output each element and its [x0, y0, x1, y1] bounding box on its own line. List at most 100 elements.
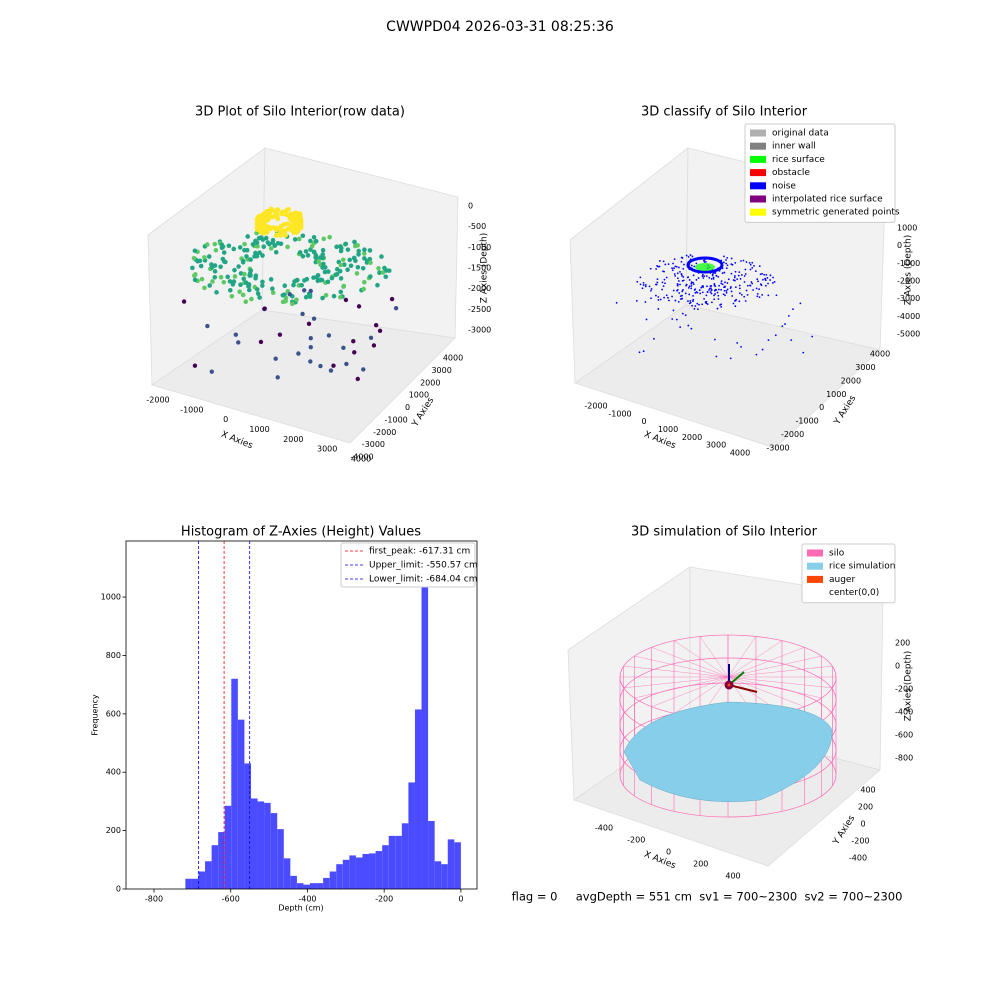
- bar: [454, 842, 461, 889]
- cloud-point: [667, 263, 670, 266]
- legend-frame: [340, 542, 476, 588]
- cloud-point: [763, 273, 766, 276]
- cloud-point: [674, 274, 677, 277]
- cloud-point: [720, 280, 723, 283]
- cloud-point: [277, 332, 283, 337]
- cloud-point: [743, 281, 746, 283]
- cloud-point: [764, 277, 766, 280]
- cloud-point: [347, 257, 353, 263]
- cloud-point: [334, 244, 339, 250]
- x-tick-label: 1000: [658, 425, 678, 434]
- silo-wire: [727, 676, 805, 707]
- cloud-point: [706, 303, 709, 305]
- cloud-point: [354, 271, 360, 276]
- cloud-point: [326, 333, 332, 338]
- y-tick-label: 4000: [870, 350, 890, 359]
- x-tick-label: 0: [666, 848, 671, 857]
- cloud-point: [713, 298, 716, 301]
- cloud-point: [761, 272, 764, 275]
- legend-label: silo: [829, 549, 845, 559]
- cloud-point: [711, 301, 713, 304]
- cloud-point: [736, 342, 739, 344]
- cloud-point: [261, 211, 267, 217]
- cloud-point: [718, 284, 721, 287]
- cloud-point: [725, 262, 728, 265]
- cloud-point: [253, 250, 258, 256]
- bar: [401, 823, 409, 889]
- z-tick-label: -1000: [897, 259, 920, 268]
- cloud-point: [673, 273, 676, 275]
- silo-wire: [634, 676, 729, 699]
- x-tick-label: -800: [145, 895, 163, 904]
- cloud-point: [745, 261, 748, 263]
- legend-label: Lower_limit: -684.04 cm: [369, 575, 477, 585]
- cloud-point: [756, 278, 759, 281]
- cloud-point: [751, 267, 754, 269]
- cloud-point: [672, 262, 674, 265]
- cloud-point: [331, 363, 336, 368]
- legend-label: center(0,0): [829, 588, 879, 598]
- cloud-point: [735, 298, 738, 301]
- cloud-point: [679, 295, 682, 298]
- cloud-point: [784, 323, 786, 325]
- cloud-point: [802, 351, 805, 354]
- y-tick-label: 600: [106, 709, 121, 718]
- z-axis-label: Z Axies (Depth): [480, 233, 490, 304]
- cloud-point: [232, 274, 238, 279]
- cloud-point: [304, 276, 310, 282]
- y-tick-label: -200: [851, 837, 869, 846]
- y-tick-label: -4000: [350, 453, 373, 462]
- cloud-point: [356, 248, 362, 254]
- cloud-point: [767, 294, 770, 297]
- legend-label: rice simulation: [829, 562, 895, 572]
- cloud-point: [305, 253, 311, 258]
- cloud-point: [361, 286, 366, 292]
- cloud-point: [758, 288, 761, 291]
- cloud-point: [655, 268, 658, 270]
- cloud-point: [724, 285, 726, 288]
- silo-wire: [634, 655, 729, 678]
- cloud-point: [294, 297, 299, 303]
- bar: [447, 839, 455, 889]
- z-axis-label: Z Axies (Depth): [904, 235, 914, 306]
- cloud-point: [650, 297, 652, 300]
- cloud-point: [254, 225, 260, 231]
- y-tick-label: 2000: [841, 376, 861, 385]
- bar: [191, 878, 199, 889]
- cloud-point: [756, 295, 759, 298]
- cloud-point: [726, 282, 729, 284]
- cloud-point: [323, 292, 329, 298]
- cloud-point: [248, 268, 254, 273]
- cloud-point: [713, 284, 716, 286]
- cloud-point: [708, 276, 711, 279]
- cloud-point: [249, 296, 254, 302]
- cloud-point: [293, 218, 299, 224]
- bar: [257, 801, 265, 889]
- cloud-point: [714, 289, 716, 292]
- legend-label: original data: [772, 129, 829, 139]
- cloud-point: [270, 290, 276, 296]
- cloud-point: [659, 298, 662, 301]
- z-tick-label: 0: [897, 241, 902, 250]
- cloud-point: [315, 272, 321, 278]
- cloud-point: [701, 275, 704, 278]
- cloud-point: [238, 271, 244, 276]
- cloud-point: [720, 306, 723, 308]
- cloud-point: [261, 244, 267, 249]
- cloud-point: [717, 275, 720, 278]
- cloud-point: [308, 344, 313, 350]
- y-tick-label: 2000: [420, 378, 440, 387]
- cloud-point: [300, 253, 306, 259]
- cloud-point: [787, 314, 790, 317]
- cloud-point: [710, 287, 712, 290]
- cloud-point: [380, 270, 386, 275]
- cloud-point: [692, 294, 694, 297]
- cloud-point: [292, 279, 297, 284]
- cloud-point: [389, 296, 395, 302]
- cloud-point: [267, 226, 273, 232]
- cloud-point: [275, 207, 281, 213]
- x-tick-label: 2000: [283, 435, 303, 444]
- cloud-point: [757, 280, 759, 283]
- cloud-point: [300, 233, 306, 239]
- cloud-point: [191, 255, 197, 261]
